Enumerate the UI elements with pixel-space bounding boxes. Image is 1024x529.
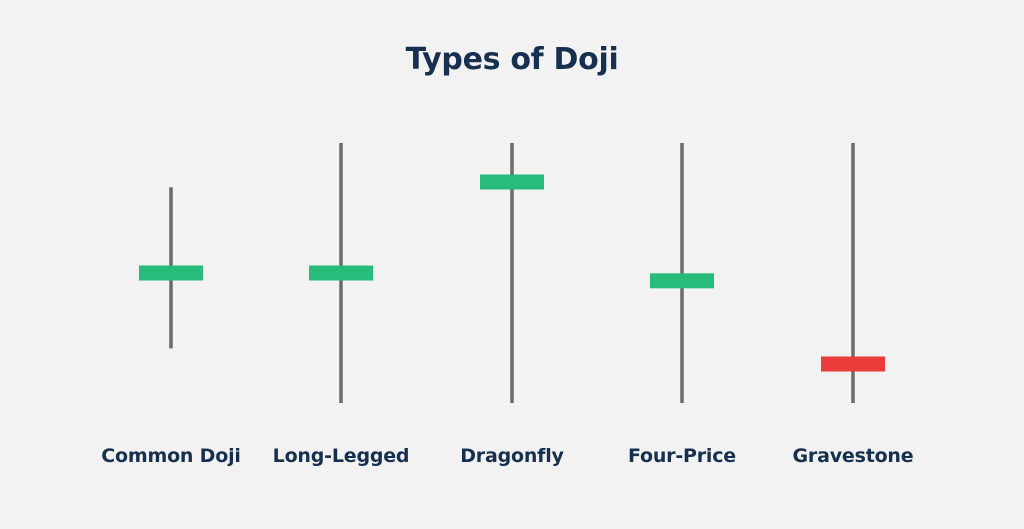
candle-gravestone	[821, 143, 885, 403]
label-long-legged: Long-Legged	[272, 445, 410, 467]
candle-four-price	[650, 143, 714, 403]
body-dragonfly	[480, 174, 544, 190]
candle-dragonfly	[480, 143, 544, 403]
candle-common-doji	[139, 187, 203, 349]
label-dragonfly: Dragonfly	[460, 445, 564, 467]
candle-long-legged	[309, 143, 373, 403]
label-gravestone: Gravestone	[792, 445, 914, 467]
body-common-doji	[139, 265, 203, 281]
label-common-doji: Common Doji	[101, 445, 241, 467]
label-four-price: Four-Price	[627, 445, 736, 467]
body-gravestone	[821, 356, 885, 372]
body-long-legged	[309, 265, 373, 281]
diagram-title: Types of Doji	[405, 42, 619, 77]
body-four-price	[650, 273, 714, 289]
